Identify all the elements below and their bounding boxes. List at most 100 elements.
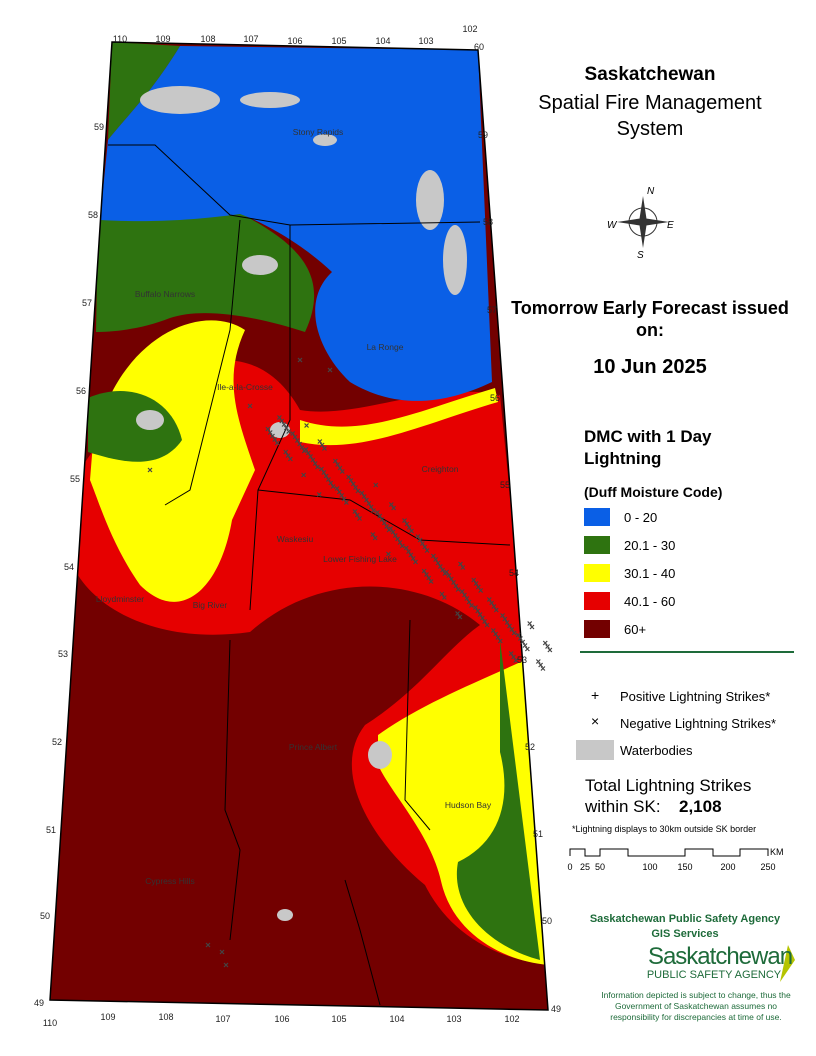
- scale-unit: KM: [770, 847, 784, 857]
- latitude-label: 54: [64, 562, 74, 572]
- compass-w: W: [607, 220, 618, 231]
- lightning-strike: [283, 425, 289, 431]
- longitude-label: 103: [418, 36, 433, 46]
- forecast-label: Tomorrow Early Forecast issued on:: [511, 298, 789, 340]
- longitude-label: 106: [287, 36, 302, 46]
- lightning-strike: [247, 403, 253, 409]
- compass-n: N: [647, 186, 655, 197]
- lightning-strike: [385, 551, 391, 557]
- lightning-strike: [433, 557, 439, 562]
- logo-sub: PUBLIC SAFETY AGENCY: [647, 969, 782, 981]
- latitude-label: 59: [478, 130, 488, 140]
- lightning-strike: [451, 580, 456, 585]
- latitude-label: 57: [82, 298, 92, 308]
- lightning-strike: [384, 524, 390, 529]
- scale-tick-label: 25: [580, 862, 590, 872]
- lightning-strike: [399, 543, 405, 549]
- lightning-strike: [335, 462, 341, 467]
- latitude-label: 52: [52, 737, 62, 747]
- zone-20-30: [108, 42, 180, 140]
- compass-s: S: [637, 250, 644, 261]
- lightning-strike: [428, 579, 434, 584]
- place-label: Waskesiu: [277, 534, 314, 544]
- lightning-strike: [317, 439, 323, 444]
- longitude-label: 108: [200, 34, 215, 44]
- lightning-strike: [408, 552, 414, 558]
- legend-class: 60+: [584, 620, 784, 640]
- longitude-label: 105: [331, 1014, 346, 1024]
- lightning-strike: [388, 502, 394, 507]
- lightning-strike: [484, 622, 490, 628]
- lightning-strike: [424, 572, 429, 577]
- legend-subtitle: (Duff Moisture Code): [584, 484, 723, 500]
- scale-tick-label: 100: [642, 862, 657, 872]
- lightning-strike: [409, 528, 414, 534]
- latitude-label: 53: [517, 655, 527, 665]
- agency-unit: GIS Services: [651, 928, 719, 940]
- lightning-strike: [455, 611, 460, 616]
- class-swatch: [584, 620, 610, 638]
- lightning-strike: [410, 556, 416, 561]
- lightning-strike: [357, 516, 362, 521]
- lightning-strike: [403, 545, 409, 551]
- lightning-strike: [147, 467, 153, 473]
- lightning-strike: [359, 490, 365, 496]
- lightning-strike: [497, 638, 503, 644]
- compass: N E S W: [607, 186, 674, 261]
- lightning-strike: [379, 517, 385, 522]
- lightning-strike: [294, 438, 300, 443]
- lightning-strike: [493, 631, 499, 637]
- place-label: Ile-a-la-Crosse: [217, 382, 273, 392]
- province-border: [49, 41, 549, 1011]
- lightning-strike: [538, 662, 544, 668]
- title: Saskatchewan: [584, 64, 716, 85]
- lightning-strike: [477, 612, 483, 617]
- class-swatch: [584, 564, 610, 582]
- longitude-label: 106: [274, 1014, 289, 1024]
- lightning-strike: [375, 510, 380, 515]
- lightning-strike: [283, 449, 289, 455]
- latitude-label: 56: [76, 386, 86, 396]
- latitude-label: 51: [533, 829, 543, 839]
- lightning-strike: [437, 564, 443, 569]
- lightning-strike: [455, 587, 461, 592]
- place-label: Hudson Bay: [445, 800, 492, 810]
- lightning-strike: [339, 493, 345, 498]
- lightning-strike: [332, 458, 338, 464]
- lightning-strike: [473, 605, 478, 610]
- lightning-strike: [326, 477, 331, 482]
- latitude-label: 50: [40, 911, 50, 921]
- lightning-strike: [453, 583, 459, 589]
- lightning-strike: [502, 616, 508, 622]
- lightning-strike: [223, 962, 229, 968]
- lightning-strike: [490, 628, 496, 633]
- lightning-strike: [319, 442, 325, 448]
- class-label: 40.1 - 60: [624, 594, 676, 609]
- lightning-strike: [370, 532, 376, 537]
- place-label: Creighton: [422, 464, 459, 474]
- scale-tick-label: 250: [760, 862, 775, 872]
- zone-20-30: [456, 640, 540, 960]
- lightning-strike: [542, 640, 548, 646]
- lightning-strike: [402, 518, 407, 523]
- waterbodies: [136, 86, 467, 921]
- lightning-strike: [486, 597, 492, 602]
- lightning-strike: [305, 450, 311, 456]
- lightning-strike: [473, 581, 479, 586]
- forecast-date: 10 Jun 2025: [593, 356, 707, 378]
- lightning-strike: [390, 529, 396, 535]
- lightning-strike: [495, 635, 501, 640]
- agency-name: Saskatchewan Public Safety Agency: [589, 913, 781, 925]
- lightning-strike: [500, 613, 505, 618]
- legend-class: 30.1 - 40: [584, 564, 784, 584]
- latitude-label: 50: [542, 916, 552, 926]
- scale-tick-label: 200: [720, 862, 735, 872]
- lightning-strike: [219, 949, 225, 955]
- lightning-strike: [297, 441, 303, 447]
- longitude-label: 103: [446, 1014, 461, 1024]
- lightning-strike: [348, 478, 354, 483]
- lightning-strike: [397, 540, 403, 545]
- negative-symbol: ×: [591, 713, 600, 729]
- lightning-strike: [297, 357, 303, 363]
- scale-tick-label: 150: [677, 862, 692, 872]
